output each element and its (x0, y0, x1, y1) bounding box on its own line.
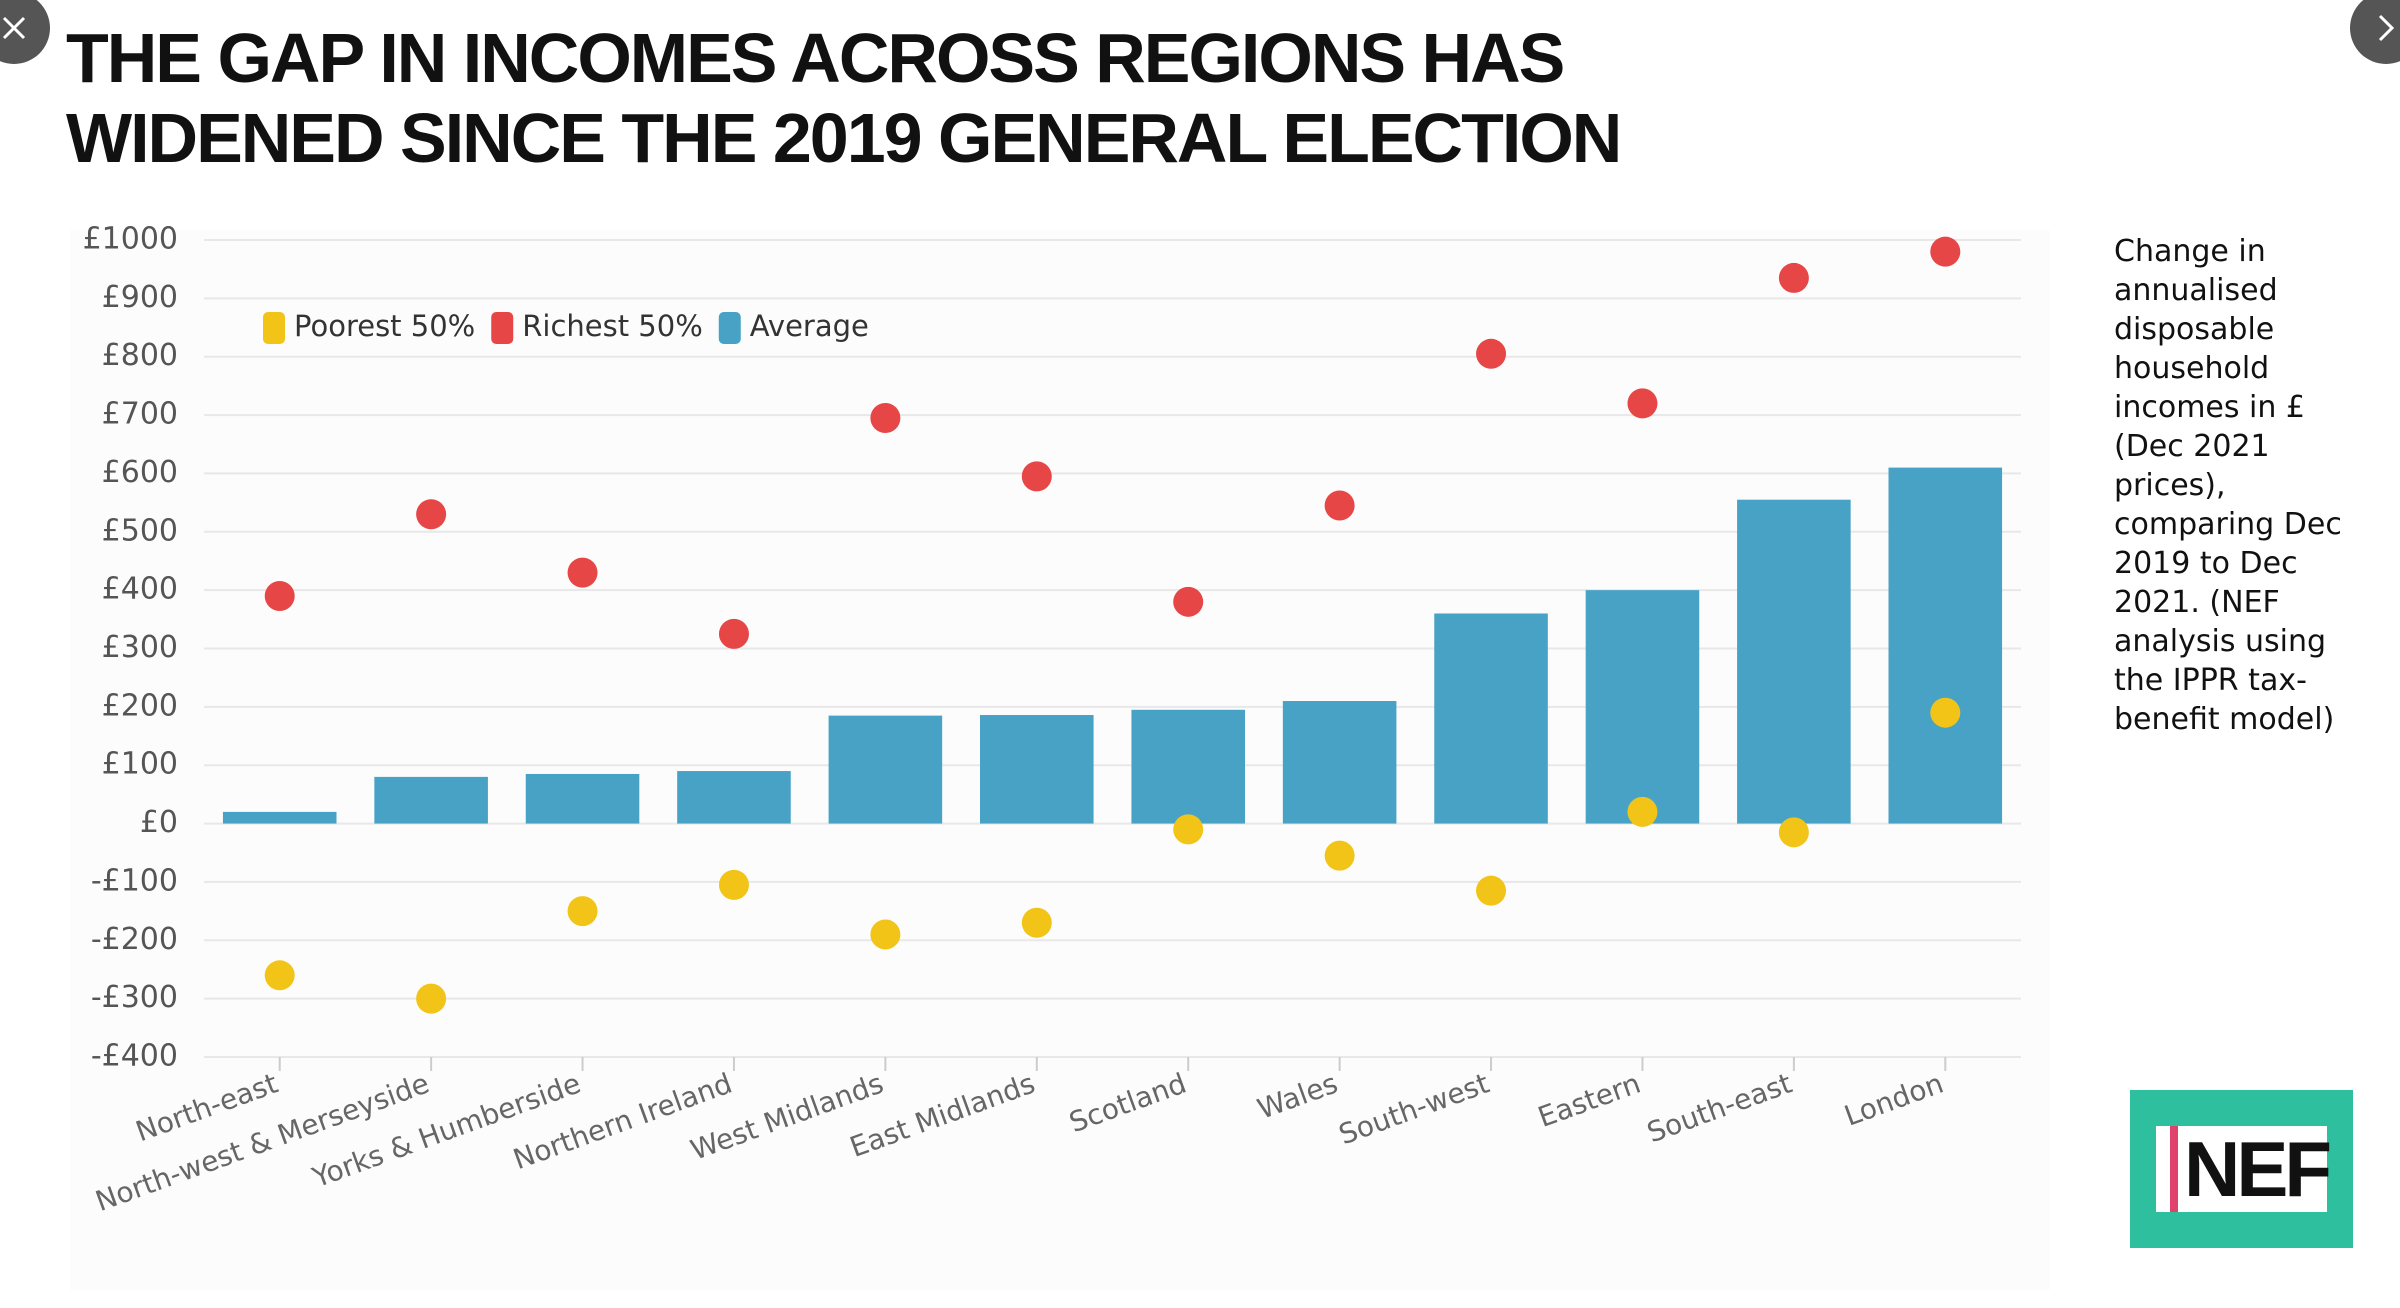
next-icon (2378, 14, 2395, 42)
chart-title: THE GAP IN INCOMES ACROSS REGIONS HAS WI… (66, 19, 1622, 177)
bar (980, 715, 1094, 824)
dot (1778, 817, 1809, 848)
chart-note: Change in annualised disposable househol… (2114, 234, 2342, 737)
dot (1173, 814, 1204, 845)
y-tick-label: £100 (102, 747, 178, 782)
dot (264, 580, 295, 611)
bar (1585, 590, 1700, 824)
dot (870, 919, 901, 950)
dot (567, 557, 598, 588)
bar (1737, 499, 1851, 824)
bar (828, 715, 943, 824)
legend-label: Average (750, 309, 869, 343)
dot (1476, 338, 1507, 369)
dot (1021, 907, 1052, 938)
y-tick-label: £600 (102, 455, 178, 490)
bar (677, 771, 791, 824)
dot (567, 896, 598, 927)
y-tick-label: £200 (102, 688, 178, 723)
y-tick-label: -£200 (91, 922, 178, 957)
y-tick-label: £900 (102, 280, 178, 315)
close-button[interactable] (0, 0, 50, 64)
legend-label: Richest 50% (522, 309, 703, 343)
y-tick-label: -£100 (91, 863, 178, 898)
dot (1627, 388, 1658, 419)
y-tick-label: £800 (102, 338, 178, 373)
dot (718, 869, 749, 900)
logo-box: NEF (2156, 1126, 2332, 1212)
bar (525, 773, 640, 824)
y-tick-label: £400 (102, 572, 178, 607)
dot (416, 499, 447, 530)
bar (374, 776, 488, 824)
y-tick-label: -£300 (91, 980, 178, 1015)
y-tick-label: £300 (102, 630, 178, 665)
bar (1888, 467, 2003, 824)
y-tick-label: £500 (102, 513, 178, 548)
dot (870, 402, 901, 433)
y-tick-label: -£400 (91, 1039, 178, 1074)
y-tick-label: £700 (102, 397, 178, 432)
dot (1476, 875, 1507, 906)
bar (1282, 701, 1397, 824)
dot (1324, 490, 1355, 521)
legend-label: Poorest 50% (294, 309, 475, 343)
dot (1173, 586, 1204, 617)
logo-text: NEF (2170, 1126, 2332, 1212)
legend-swatch (263, 312, 285, 344)
legend-swatch (491, 312, 514, 344)
dot (1324, 840, 1355, 871)
y-tick-label: £1000 (83, 222, 178, 257)
bar (1131, 709, 1245, 824)
dot (718, 618, 749, 649)
bar (1434, 613, 1548, 824)
dot (1930, 236, 1961, 267)
y-tick-label: £0 (140, 805, 178, 840)
bar (222, 811, 337, 824)
dot (264, 960, 295, 991)
dot (1778, 262, 1809, 293)
next-button[interactable] (2350, 0, 2400, 64)
dot (1627, 796, 1658, 827)
legend-swatch (718, 312, 741, 344)
dot (1930, 697, 1961, 728)
dot (1021, 461, 1052, 492)
dot (416, 983, 447, 1014)
logo: NEF (2130, 1090, 2353, 1248)
close-icon (2, 16, 26, 40)
